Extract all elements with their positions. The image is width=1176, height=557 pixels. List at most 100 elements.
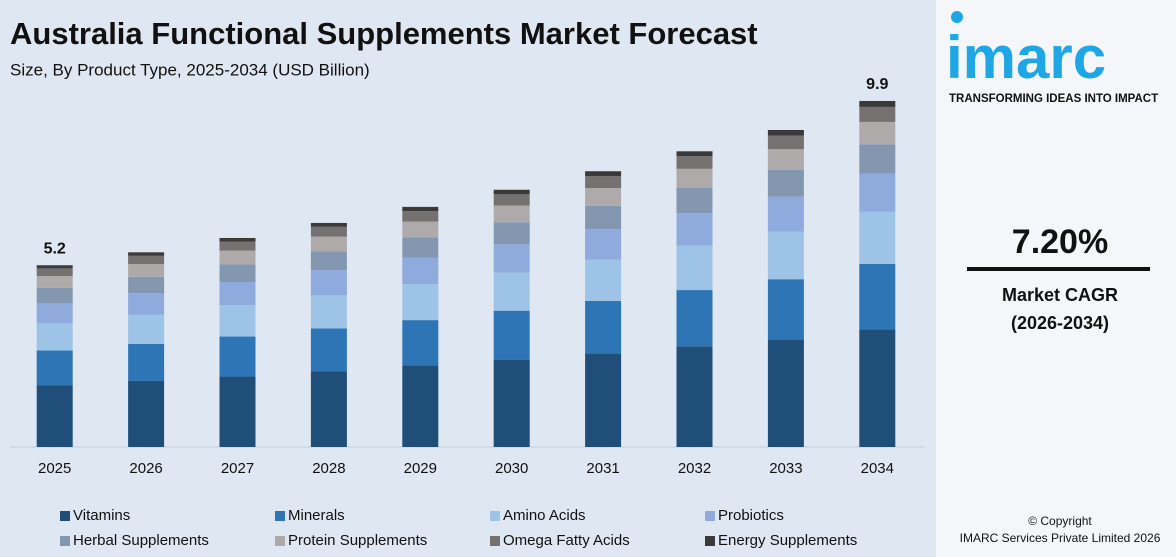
x-tick-label: 2033 xyxy=(769,460,802,477)
bar-segment xyxy=(36,323,73,351)
bar-segment xyxy=(128,255,165,265)
bar-segment xyxy=(219,237,256,242)
logo-dot xyxy=(951,11,963,23)
bar-segment xyxy=(493,272,530,311)
bar-segment xyxy=(585,171,622,177)
bar-segment xyxy=(310,328,347,372)
x-tick-label: 2032 xyxy=(678,460,711,477)
bar-segment xyxy=(128,314,165,344)
bar-segment xyxy=(219,336,256,377)
legend-label: Vitamins xyxy=(73,507,130,524)
bar-segment xyxy=(310,270,347,295)
bar-segment xyxy=(676,245,713,291)
bar-segment xyxy=(36,385,73,447)
bar-segment xyxy=(493,359,530,447)
logo: imarc xyxy=(946,24,1106,91)
x-tick-label: 2026 xyxy=(129,460,162,477)
bar-segment xyxy=(676,188,713,214)
bar-segment xyxy=(585,205,622,230)
cagr-label: Market CAGR xyxy=(1002,285,1118,305)
chart-subtitle: Size, By Product Type, 2025-2034 (USD Bi… xyxy=(10,60,370,79)
tagline: TRANSFORMING IDEAS INTO IMPACT xyxy=(949,93,1158,105)
bar-segment xyxy=(767,231,804,280)
bar-segment xyxy=(36,287,73,304)
bar-segment xyxy=(767,196,804,232)
bar-segment xyxy=(402,211,439,222)
bar-segment xyxy=(36,265,73,269)
total-label: 9.9 xyxy=(866,76,888,93)
bar-segment xyxy=(859,121,896,145)
bar-segment xyxy=(128,252,165,256)
bar-segment xyxy=(585,353,622,447)
bar-segment xyxy=(402,257,439,285)
legend-label: Omega Fatty Acids xyxy=(503,532,630,549)
x-tick-label: 2031 xyxy=(586,460,619,477)
bar-segment xyxy=(859,329,896,447)
bar-segment xyxy=(767,129,804,136)
side-panel xyxy=(936,0,1176,557)
copyright: © Copyright xyxy=(1028,514,1092,528)
x-tick-label: 2028 xyxy=(312,460,345,477)
bar-segment xyxy=(767,279,804,340)
bar-segment xyxy=(767,339,804,447)
bar-segment xyxy=(310,371,347,447)
bar-segment xyxy=(676,213,713,246)
bar-segment xyxy=(310,294,347,329)
bar-segment xyxy=(402,237,439,258)
bar-segment xyxy=(128,293,165,315)
company: IMARC Services Private Limited 2026 xyxy=(960,531,1161,545)
x-tick-label: 2029 xyxy=(404,460,437,477)
legend-swatch xyxy=(60,536,70,546)
total-label: 5.2 xyxy=(44,240,66,257)
bar-segment xyxy=(585,188,622,206)
bar-segment xyxy=(310,251,347,271)
bar-segment xyxy=(128,276,165,294)
bar-segment xyxy=(859,100,896,107)
bar-segment xyxy=(402,221,439,238)
bar-segment xyxy=(493,222,530,245)
bar-segment xyxy=(493,194,530,206)
bar-segment xyxy=(493,189,530,195)
bar-segment xyxy=(859,211,896,264)
x-tick-label: 2034 xyxy=(861,460,894,477)
legend-swatch xyxy=(490,511,500,521)
bar-segment xyxy=(128,380,165,447)
bar-segment xyxy=(493,205,530,223)
bar-segment xyxy=(219,264,256,283)
bar-segment xyxy=(402,365,439,447)
bar-segment xyxy=(36,350,73,386)
bar-segment xyxy=(676,346,713,447)
bar-segment xyxy=(310,236,347,252)
bar-segment xyxy=(402,206,439,212)
bar-segment xyxy=(585,176,622,189)
bar-segment xyxy=(676,156,713,169)
legend-label: Amino Acids xyxy=(503,507,586,524)
bar-segment xyxy=(310,226,347,237)
bar-segment xyxy=(585,300,622,354)
bar-segment xyxy=(767,169,804,197)
bar-segment xyxy=(128,343,165,381)
bar-segment xyxy=(402,284,439,321)
bar-segment xyxy=(676,168,713,189)
bar-segment xyxy=(219,241,256,251)
bar-segment xyxy=(36,303,73,324)
legend-label: Protein Supplements xyxy=(288,532,427,549)
bar-segment xyxy=(219,305,256,337)
bar-segment xyxy=(36,268,73,277)
bar-segment xyxy=(219,376,256,447)
legend-label: Minerals xyxy=(288,507,345,524)
bar-segment xyxy=(493,310,530,360)
legend-label: Herbal Supplements xyxy=(73,532,209,549)
x-tick-label: 2027 xyxy=(221,460,254,477)
cagr-value: 7.20% xyxy=(1012,223,1108,261)
bar-segment xyxy=(36,276,73,288)
bar-segment xyxy=(585,259,622,301)
bar-segment xyxy=(310,222,347,227)
bar-segment xyxy=(676,151,713,157)
legend-swatch xyxy=(705,536,715,546)
bar-segment xyxy=(402,320,439,366)
bar-segment xyxy=(767,135,804,150)
bar-segment xyxy=(859,173,896,212)
legend-swatch xyxy=(275,511,285,521)
